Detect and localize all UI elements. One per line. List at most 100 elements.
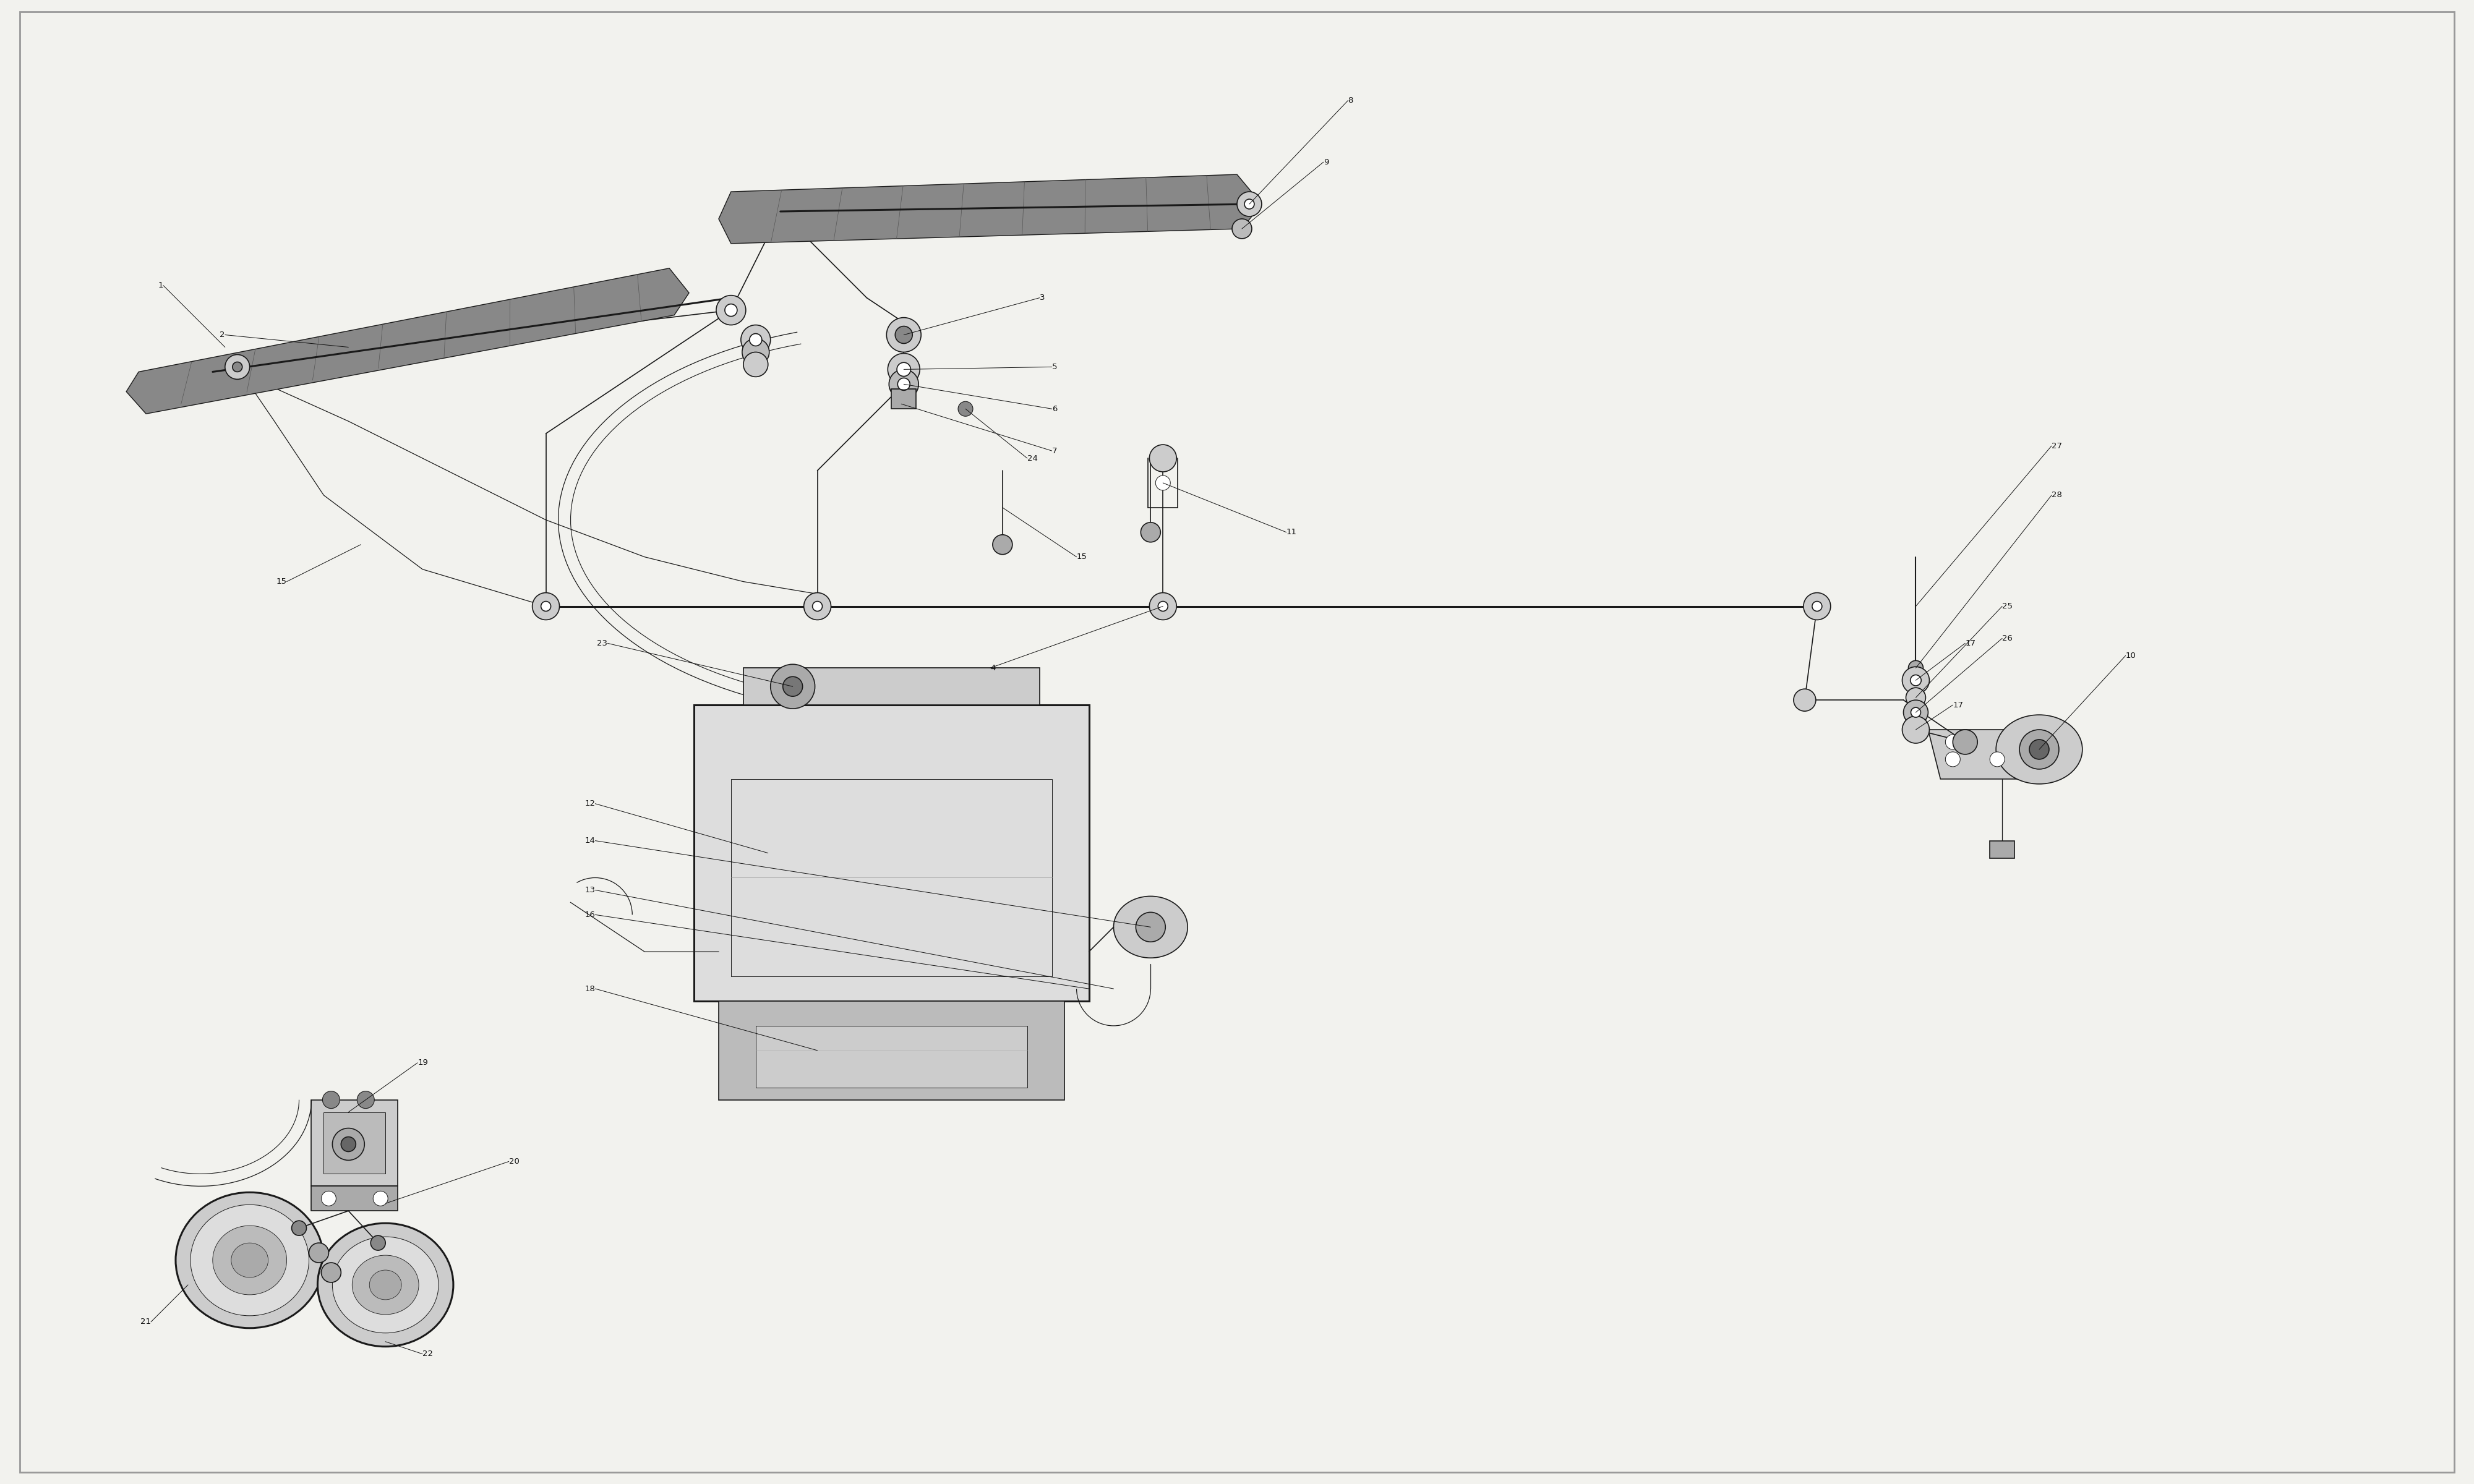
Circle shape (233, 362, 242, 372)
Circle shape (1910, 708, 1920, 717)
Circle shape (356, 1091, 374, 1109)
Circle shape (1905, 687, 1925, 708)
Bar (695, 705, 1089, 1002)
Circle shape (1903, 666, 1930, 695)
Circle shape (322, 1263, 341, 1282)
Polygon shape (126, 269, 690, 414)
Circle shape (1150, 445, 1178, 472)
Circle shape (1804, 592, 1831, 620)
Circle shape (1141, 522, 1160, 542)
Text: 2: 2 (220, 331, 225, 338)
Text: 15: 15 (277, 577, 287, 586)
Circle shape (742, 338, 769, 365)
Circle shape (888, 370, 918, 399)
Text: 28: 28 (2051, 491, 2061, 499)
Circle shape (2019, 730, 2058, 769)
Bar (717, 1002, 1064, 1100)
Circle shape (1989, 752, 2004, 767)
Bar (891, 389, 915, 410)
Text: 26: 26 (2001, 634, 2014, 643)
Bar (1989, 841, 2014, 858)
Bar (730, 779, 1051, 976)
Circle shape (1945, 752, 1959, 767)
Text: 10: 10 (2125, 651, 2135, 660)
Ellipse shape (176, 1192, 324, 1328)
Circle shape (225, 355, 250, 380)
Circle shape (888, 353, 920, 386)
Ellipse shape (351, 1255, 418, 1315)
Circle shape (309, 1244, 329, 1263)
Text: 16: 16 (584, 911, 596, 919)
Text: 4: 4 (990, 663, 995, 672)
Circle shape (1907, 660, 1922, 675)
Circle shape (322, 1192, 336, 1206)
Circle shape (1952, 730, 1977, 754)
Circle shape (1155, 475, 1170, 490)
Text: 11: 11 (1286, 528, 1296, 536)
Bar (312, 1186, 398, 1211)
Circle shape (992, 534, 1012, 555)
Ellipse shape (213, 1226, 287, 1294)
Text: 23: 23 (596, 640, 609, 647)
Circle shape (341, 1137, 356, 1152)
Text: 7: 7 (1051, 447, 1056, 454)
Circle shape (725, 304, 737, 316)
Circle shape (1150, 592, 1178, 620)
Text: 5: 5 (1051, 364, 1056, 371)
Circle shape (1158, 601, 1168, 611)
Ellipse shape (230, 1244, 267, 1278)
Circle shape (898, 378, 910, 390)
Text: 25: 25 (2001, 603, 2014, 610)
Circle shape (1945, 735, 1959, 749)
Circle shape (742, 352, 767, 377)
Circle shape (750, 334, 762, 346)
Text: 15: 15 (1076, 554, 1086, 561)
Bar (755, 1025, 1027, 1088)
Text: 19: 19 (418, 1058, 428, 1067)
Text: 20: 20 (510, 1158, 520, 1165)
Ellipse shape (1113, 896, 1188, 957)
Circle shape (898, 362, 910, 377)
Polygon shape (717, 175, 1262, 243)
Text: 21: 21 (141, 1318, 151, 1325)
Text: 17: 17 (1952, 700, 1964, 709)
Text: 9: 9 (1324, 159, 1329, 166)
Text: 8: 8 (1348, 96, 1353, 104)
Circle shape (374, 1192, 388, 1206)
Text: 13: 13 (584, 886, 596, 893)
Circle shape (542, 601, 552, 611)
Polygon shape (1927, 730, 2026, 779)
Circle shape (740, 325, 769, 355)
Circle shape (532, 592, 559, 620)
Circle shape (332, 1128, 364, 1160)
Ellipse shape (190, 1205, 309, 1316)
Text: 18: 18 (584, 985, 596, 993)
Text: 27: 27 (2051, 442, 2061, 450)
Ellipse shape (317, 1223, 453, 1346)
Text: 1: 1 (158, 282, 163, 289)
Circle shape (804, 592, 831, 620)
Text: 22: 22 (423, 1350, 433, 1358)
Circle shape (1903, 700, 1927, 724)
Circle shape (811, 601, 821, 611)
Text: 3: 3 (1039, 294, 1044, 301)
Circle shape (1237, 191, 1262, 217)
Circle shape (1910, 675, 1922, 686)
Ellipse shape (1997, 715, 2083, 784)
Bar (742, 668, 1039, 705)
Circle shape (715, 295, 745, 325)
Text: 17: 17 (1964, 640, 1977, 647)
Circle shape (896, 326, 913, 343)
Ellipse shape (332, 1236, 438, 1333)
Text: 24: 24 (1027, 454, 1037, 462)
Circle shape (886, 318, 920, 352)
Text: 14: 14 (584, 837, 596, 844)
Circle shape (322, 1091, 339, 1109)
Circle shape (1136, 913, 1165, 942)
Circle shape (782, 677, 802, 696)
Circle shape (292, 1221, 307, 1236)
Circle shape (1794, 689, 1816, 711)
Bar (312, 1100, 398, 1186)
Ellipse shape (369, 1270, 401, 1300)
Text: 6: 6 (1051, 405, 1056, 413)
